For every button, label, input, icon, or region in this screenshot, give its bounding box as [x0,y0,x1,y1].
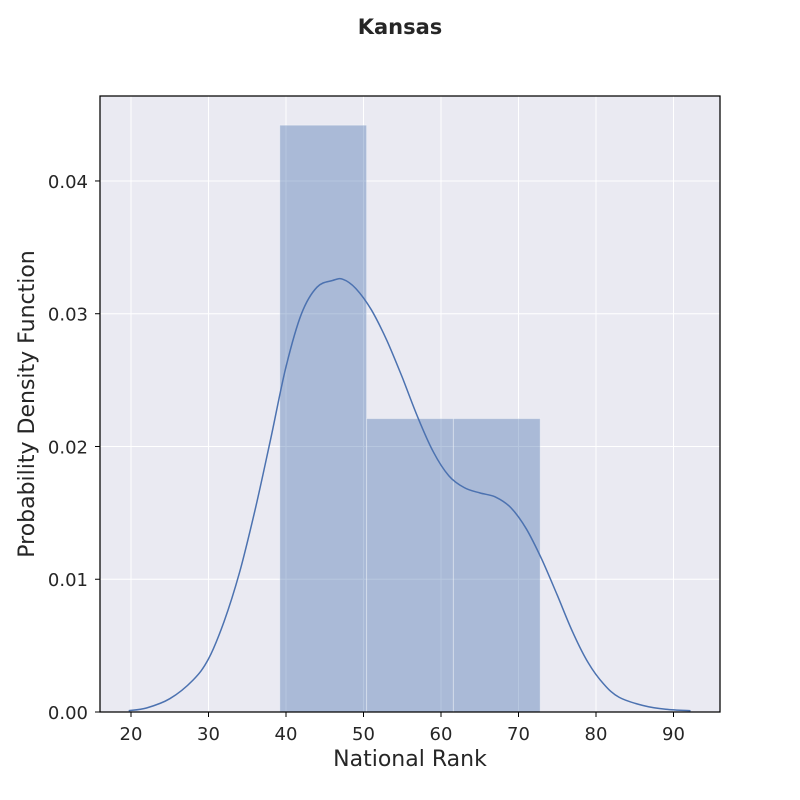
plot-frame [99,95,721,713]
y-tick-label: 0.01 [48,570,88,591]
x-axis-label: National Rank [333,747,487,772]
y-tick-label: 0.02 [48,437,88,458]
y-tick-label: 0.04 [48,172,88,193]
y-tick-label: 0.00 [48,703,88,724]
x-tick-label: 80 [585,724,608,745]
plot-area [100,96,720,712]
x-tick-label: 60 [430,724,453,745]
x-tick-label: 30 [197,724,220,745]
histogram-bar [279,124,368,713]
x-axis-ticks: 20 30 40 50 60 70 80 90 [120,712,685,745]
x-tick-label: 70 [507,724,530,745]
chart-title: Kansas [358,15,443,39]
y-tick-label: 0.03 [48,305,88,326]
x-tick-label: 50 [352,724,375,745]
x-tick-label: 20 [120,724,143,745]
histogram-bar [366,418,454,713]
y-axis-ticks: 0.00 0.01 0.02 0.03 0.04 [48,172,100,724]
histogram-bar [452,418,541,713]
x-tick-label: 40 [275,724,298,745]
histogram-bars [279,124,541,713]
kde-curve [128,277,691,712]
y-axis-label: Probability Density Function [15,250,40,558]
x-tick-label: 90 [662,724,685,745]
